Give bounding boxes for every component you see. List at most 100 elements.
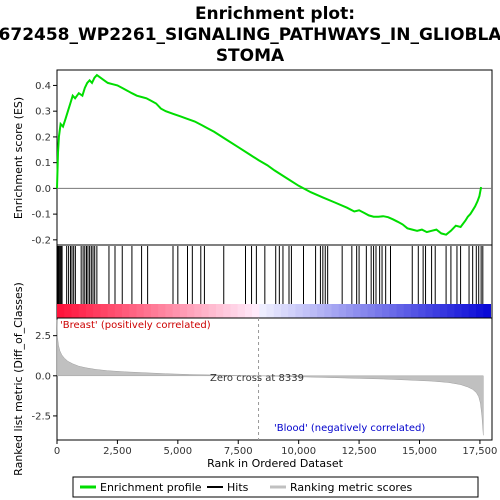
es-ytick-label: 0.0 [35,184,51,195]
rank-color-segment [244,304,253,318]
rank-color-segment [396,304,405,318]
rank-color-bar [57,304,491,318]
rank-color-segment [389,304,398,318]
rank-color-segment [374,304,383,318]
rank-xtick-label: 12,500 [342,446,377,457]
es-y-axis: -0.2 -0.1 0.0 0.1 0.2 0.3 0.4 [31,81,57,246]
legend-ranking-label: Ranking metric scores [290,481,412,494]
rank-color-segment [281,304,289,318]
rank-color-segment [208,304,217,318]
rank-color-segment [324,304,332,318]
rank-color-segment [461,304,470,318]
rank-x-axis-label: Rank in Ordered Dataset [207,457,344,470]
rank-color-segment [476,304,484,318]
rank-color-segment [309,304,318,318]
ranking-metric-area [56,319,484,436]
rank-color-segment [432,304,441,318]
rank-color-segment [288,304,296,318]
legend-hits-label: Hits [227,481,249,494]
rank-color-segment [317,304,325,318]
es-plot-frame [56,69,493,246]
rank-color-segment [403,304,412,318]
rank-color-segment [346,304,354,318]
rank-color-segment [367,304,376,318]
rank-color-segment [266,304,275,318]
rank-color-segment [353,304,361,318]
es-ytick-label: -0.1 [31,210,51,221]
chart-title-line-1: Enrichment plot: [195,4,355,24]
es-y-axis-label: Enrichment score (ES) [12,97,25,219]
rank-color-segment [338,304,347,318]
rank-xtick-label: 5,000 [164,446,193,457]
rank-color-segment [64,304,72,318]
rank-ytick-label: 0.0 [35,371,51,382]
enrichment-score-panel: -0.2 -0.1 0.0 0.1 0.2 0.3 0.4 Enrichment score… [12,69,493,246]
enrichment-profile-line [56,73,483,236]
rank-color-segment [418,304,426,318]
negative-class-annotation: 'Blood' (negatively correlated) [274,423,425,434]
rank-x-axis: 0 2,500 5,000 7,500 10,000 12,500 15,000 17,500 [54,440,497,457]
rank-color-segment [114,304,123,318]
rank-color-segment [468,304,477,318]
rank-xtick-label: 15,000 [402,446,437,457]
rank-color-segment [252,304,260,318]
rank-color-segment [230,304,239,318]
rank-color-segment [150,304,159,318]
rank-xtick-label: 2,500 [103,446,132,457]
rank-color-segment [57,304,65,318]
hit-markers [57,246,484,304]
rank-xtick-label: 0 [54,446,60,457]
rank-color-segment [93,304,101,318]
rank-color-segment [223,304,231,318]
rank-color-segment [78,304,87,318]
legend: Enrichment profile Hits Ranking metric s… [72,476,479,498]
rank-color-segment [483,304,491,318]
legend-enrichment-label: Enrichment profile [100,481,202,494]
rank-color-segment [172,304,181,318]
positive-class-annotation: 'Breast' (positively correlated) [60,320,211,331]
rank-color-segment [201,304,210,318]
rank-color-segment [143,304,152,318]
rank-color-segment [295,304,304,318]
rank-ytick-label: -2.5 [31,411,51,422]
rank-color-segment [107,304,116,318]
es-ytick-label: 0.1 [35,158,51,169]
rank-color-segment [194,304,202,318]
rank-y-axis-label: Ranked list metric (Diff_of_Classes) [12,282,25,476]
rank-y-axis: -2.5 0.0 2.5 [31,331,57,422]
rank-color-segment [302,304,311,318]
rank-color-segment [331,304,340,318]
rank-color-segment [216,304,224,318]
ranking-metric-panel: -2.5 0.0 2.5 0 2,500 5,000 7,500 10,000 12,500 1… [12,282,497,476]
rank-color-segment [100,304,109,318]
es-ytick-label: -0.2 [31,235,51,246]
rank-color-segment [71,304,80,318]
rank-ytick-label: 2.5 [35,331,51,342]
rank-color-segment [454,304,463,318]
rank-color-segment [259,304,267,318]
zero-cross-annotation: Zero cross at 8339 [210,373,304,384]
rank-xtick-label: 10,000 [281,446,316,457]
rank-color-segment [165,304,174,318]
rank-color-segment [136,304,145,318]
rank-color-segment [179,304,188,318]
chart-title-line-3: STOMA [216,46,285,66]
rank-xtick-label: 7,500 [224,446,253,457]
rank-color-segment [237,304,246,318]
es-ytick-label: 0.2 [35,132,51,143]
rank-color-segment [122,304,130,318]
hits-panel [56,244,493,319]
rank-color-segment [360,304,369,318]
es-ytick-label: 0.3 [35,107,51,118]
rank-color-segment [447,304,455,318]
rank-color-segment [273,304,282,318]
chart-title-line-2: 672458_WP2261_SIGNALING_PATHWAYS_IN_GLIO… [0,25,500,45]
rank-color-segment [411,304,419,318]
es-ytick-label: 0.4 [35,81,51,92]
rank-xtick-label: 17,500 [462,446,497,457]
rank-color-segment [187,304,195,318]
rank-color-segment [129,304,137,318]
rank-color-segment [425,304,434,318]
rank-color-segment [158,304,166,318]
